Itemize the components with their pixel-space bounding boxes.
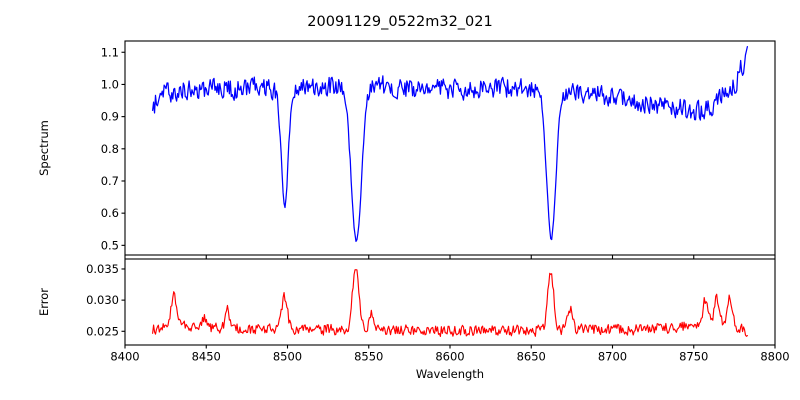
x-axis-label: Wavelength xyxy=(416,367,484,381)
y-axis-tick-label: 0.8 xyxy=(101,142,119,156)
spectrum-panel: 0.5 0.6 0.7 0.8 0.9 1.0 1.1 Spectrum xyxy=(37,40,776,259)
x-axis-tick-label: 8400 xyxy=(110,350,139,364)
y-axis-tick-label: 0.5 xyxy=(101,238,119,252)
x-axis-tick-label: 8600 xyxy=(435,350,464,364)
y-axis-tick-label: 0.030 xyxy=(86,293,119,307)
y-axis-tick-label: 0.6 xyxy=(101,206,119,220)
y-axis-tick-label: 0.035 xyxy=(86,262,119,276)
y-axis-tick-label: 0.7 xyxy=(101,174,119,188)
y-axis-tick-label: 0.025 xyxy=(86,324,119,338)
x-axis-tick-label: 8500 xyxy=(273,350,302,364)
error-panel-series xyxy=(152,269,748,338)
y-axis-tick-label: 0.9 xyxy=(101,110,119,124)
spectrum-panel-series xyxy=(152,45,749,242)
x-axis-tick-label: 8450 xyxy=(192,350,221,364)
spectrum-panel-y-axis-label: Spectrum xyxy=(37,120,51,176)
x-axis-tick-label: 8650 xyxy=(517,350,546,364)
x-axis-tick-label: 8800 xyxy=(760,350,789,364)
y-axis-tick-label: 1.1 xyxy=(101,45,119,59)
x-axis-tick-label: 8700 xyxy=(598,350,627,364)
spectrum-panel-frame xyxy=(124,40,776,256)
error-panel: 8400 8450 8500 8550 8600 8650 8700 8750 8800 0.02… xyxy=(37,258,790,364)
error-panel-y-axis-label: Error xyxy=(37,288,51,316)
y-axis-tick-label: 1.0 xyxy=(101,77,119,91)
x-axis-tick-label: 8550 xyxy=(354,350,383,364)
x-axis-tick-label: 8750 xyxy=(679,350,708,364)
page-title: 20091129_0522m32_021 xyxy=(307,14,493,30)
